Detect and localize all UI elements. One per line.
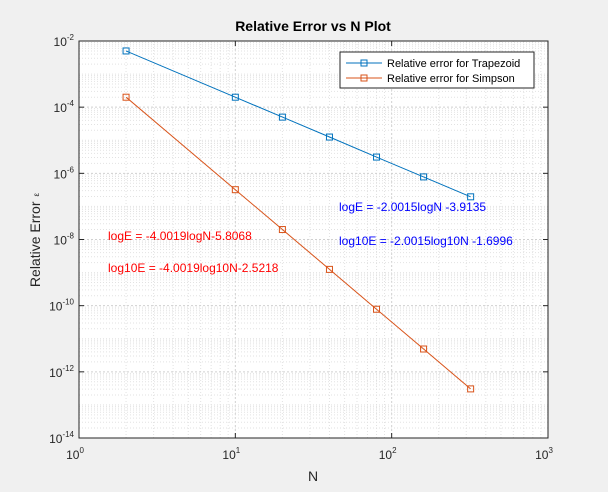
data-point-marker bbox=[373, 305, 381, 313]
y-tick-base: 10 bbox=[54, 101, 68, 115]
axis-ticks: 100 101 102 10310-210-410-610-810-1010-1210… bbox=[49, 33, 553, 462]
x-tick-label: 101 bbox=[222, 446, 240, 462]
data-point-marker bbox=[278, 113, 286, 121]
legend-box bbox=[339, 51, 535, 89]
y-tick-exponent: -6 bbox=[67, 165, 75, 174]
y-tick-label: 10-14 bbox=[49, 430, 74, 446]
grid-lines bbox=[79, 41, 548, 438]
x-axis-title: N bbox=[308, 468, 318, 484]
y-axis-title-symbol: ε bbox=[32, 192, 41, 196]
plot-area bbox=[79, 41, 548, 438]
data-point-marker bbox=[325, 265, 333, 273]
data-point-marker bbox=[467, 193, 475, 201]
x-tick-base: 10 bbox=[535, 448, 549, 462]
data-series bbox=[122, 47, 475, 393]
y-tick-label: 10-8 bbox=[54, 232, 75, 248]
y-tick-exponent: -4 bbox=[67, 99, 75, 108]
y-tick-label: 10-2 bbox=[54, 33, 75, 49]
y-tick-base: 10 bbox=[54, 234, 68, 248]
x-tick-exponent: 0 bbox=[79, 446, 84, 455]
y-tick-label: 10-12 bbox=[49, 364, 74, 380]
x-tick-exponent: 1 bbox=[236, 446, 241, 455]
x-tick-exponent: 3 bbox=[548, 446, 553, 455]
y-tick-base: 10 bbox=[49, 300, 63, 314]
x-tick-base: 10 bbox=[222, 448, 236, 462]
data-point-marker bbox=[373, 153, 381, 161]
legend-entry-label: Relative error for Trapezoid bbox=[387, 58, 520, 70]
data-point-marker bbox=[278, 226, 286, 234]
chart-title: Relative Error vs N Plot bbox=[235, 18, 391, 34]
annotation-equation: log10E = -2.0015log10N -1.6996 bbox=[339, 234, 513, 248]
x-tick-label: 102 bbox=[379, 446, 397, 462]
data-point-marker bbox=[122, 93, 130, 101]
y-tick-base: 10 bbox=[54, 35, 68, 49]
y-tick-base: 10 bbox=[49, 432, 63, 446]
data-point-marker bbox=[325, 133, 333, 141]
y-axis-title: Relative Error ε bbox=[27, 192, 43, 287]
data-point-marker bbox=[122, 47, 130, 55]
series-line-trapezoid bbox=[125, 50, 471, 198]
x-tick-exponent: 2 bbox=[392, 446, 397, 455]
y-tick-label: 10-6 bbox=[54, 165, 75, 181]
y-tick-base: 10 bbox=[54, 167, 68, 181]
legend-entry-label: Relative error for Simpson bbox=[387, 73, 515, 85]
data-point-marker bbox=[231, 186, 239, 194]
y-tick-exponent: -14 bbox=[62, 430, 74, 439]
series-trapezoid bbox=[122, 47, 475, 201]
x-tick-label: 103 bbox=[535, 446, 553, 462]
x-tick-base: 10 bbox=[66, 448, 80, 462]
y-tick-label: 10-4 bbox=[54, 99, 75, 115]
legend-marker-sample bbox=[360, 59, 368, 67]
x-tick-label: 100 bbox=[66, 446, 84, 462]
annotation-equation: logE = -4.0019logN-5.8068 bbox=[108, 229, 252, 243]
y-tick-label: 10-10 bbox=[49, 298, 74, 314]
data-point-marker bbox=[420, 345, 428, 353]
annotation-equation: logE = -2.0015logN -3.9135 bbox=[339, 200, 486, 214]
series-line-simpson bbox=[125, 96, 471, 390]
series-simpson bbox=[122, 93, 475, 393]
y-axis-title-text: Relative Error bbox=[27, 201, 43, 287]
y-tick-exponent: -8 bbox=[67, 232, 75, 241]
annotations: logE = -2.0015logN -3.9135 log10E = -2.00… bbox=[108, 200, 513, 275]
legend-marker-sample bbox=[360, 74, 368, 82]
annotation-equation: log10E = -4.0019log10N-2.5218 bbox=[108, 261, 279, 275]
data-point-marker bbox=[231, 93, 239, 101]
data-point-marker bbox=[420, 173, 428, 181]
y-tick-exponent: -2 bbox=[67, 33, 75, 42]
y-tick-exponent: -12 bbox=[62, 364, 74, 373]
y-tick-exponent: -10 bbox=[62, 298, 74, 307]
y-tick-base: 10 bbox=[49, 366, 63, 380]
legend: Relative error for Trapezoid Relative err… bbox=[339, 51, 535, 89]
data-point-marker bbox=[467, 385, 475, 393]
x-tick-base: 10 bbox=[379, 448, 393, 462]
